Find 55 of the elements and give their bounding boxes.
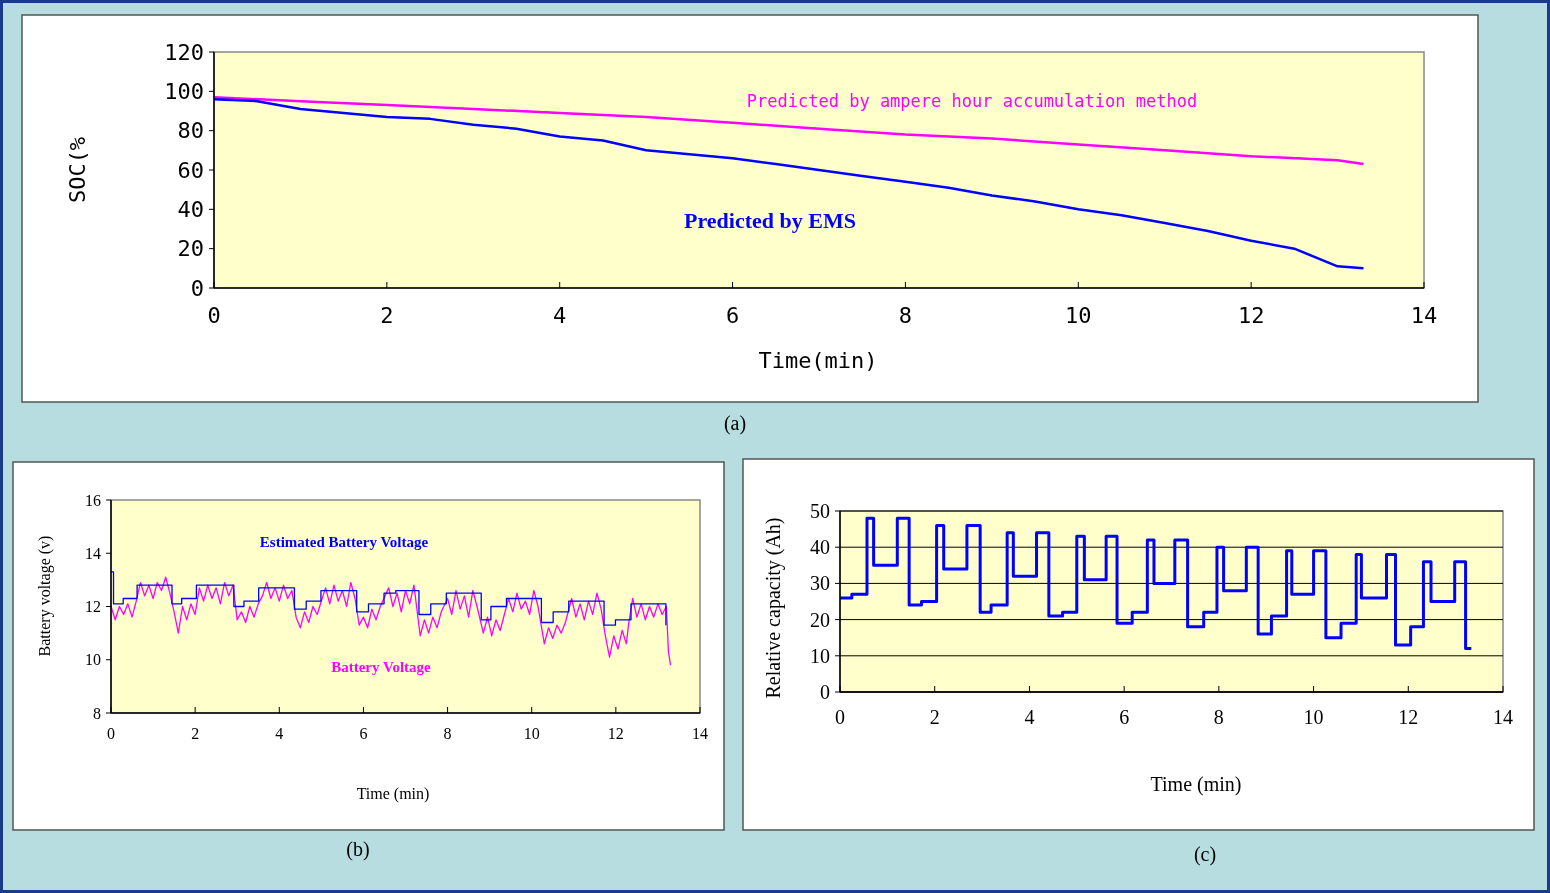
x-tick-label: 2 [380, 303, 394, 329]
y-tick-label: 20 [177, 236, 204, 262]
y-tick-label: 10 [85, 651, 101, 669]
x-tick-label: 4 [553, 303, 567, 329]
x-tick-label: 4 [275, 724, 284, 742]
y-tick-label: 40 [177, 197, 204, 223]
x-tick-label: 12 [1398, 706, 1419, 728]
x-tick-label: 0 [207, 303, 221, 329]
y-tick-label: 60 [177, 157, 204, 183]
x-axis-title: Time(min) [758, 348, 878, 373]
x-tick-label: 6 [725, 303, 740, 329]
line-series [212, 95, 1365, 166]
x-tick-label: 0 [835, 706, 845, 728]
x-tick-label: 10 [1065, 303, 1092, 329]
y-tick-label: 50 [810, 500, 830, 522]
x-tick-label: 10 [523, 724, 540, 742]
series-label: Battery Voltage [331, 659, 432, 675]
y-tick-label: 120 [164, 39, 204, 65]
text: Estimated Battery Voltage [259, 534, 429, 550]
text: (b) [346, 838, 370, 861]
x-tick-label: 8 [898, 303, 913, 329]
y-tick-label: 16 [85, 491, 101, 509]
x-tick-label: 0 [107, 724, 115, 742]
y-tick-label: 40 [810, 536, 830, 559]
x-tick-label: 14 [1410, 303, 1438, 329]
x-tick-label: 14 [692, 724, 708, 742]
text: (c) [1193, 843, 1217, 866]
y-tick-label: 12 [85, 598, 101, 616]
x-tick-label: 8 [443, 724, 452, 742]
x-tick-label: 4 [1024, 706, 1035, 728]
y-tick-label: 80 [177, 118, 204, 144]
y-tick-label: 10 [810, 644, 830, 667]
x-axis-title: Time (min) [1150, 773, 1242, 796]
y-tick-label: 0 [190, 275, 204, 301]
x-axis-title: Time (min) [356, 785, 430, 803]
text: (a) [723, 412, 747, 435]
series-label: Predicted by EMS [684, 208, 856, 233]
x-tick-label: 2 [929, 706, 940, 728]
x-tick-label: 6 [359, 724, 368, 742]
x-tick-label: 2 [191, 724, 200, 742]
y-axis-title: SOC(% [65, 136, 90, 204]
y-tick-label: 20 [810, 608, 830, 631]
series-label: Predicted by ampere hour accumulation method [746, 91, 1198, 111]
y-tick-label: 100 [164, 79, 204, 105]
x-tick-label: 6 [1119, 706, 1130, 728]
y-axis-title: Relative capacity (Ah) [762, 517, 785, 699]
y-tick-label: 30 [810, 572, 830, 595]
y-tick-label: 0 [820, 681, 830, 703]
y-axis-title: Battery voltage (v) [36, 535, 54, 657]
x-tick-label: 12 [1237, 303, 1265, 329]
x-tick-label: 14 [1493, 706, 1513, 728]
x-tick-label: 12 [607, 724, 624, 742]
x-tick-label: 8 [1213, 706, 1224, 728]
y-tick-label: 14 [85, 544, 101, 562]
x-tick-label: 10 [1303, 706, 1324, 728]
